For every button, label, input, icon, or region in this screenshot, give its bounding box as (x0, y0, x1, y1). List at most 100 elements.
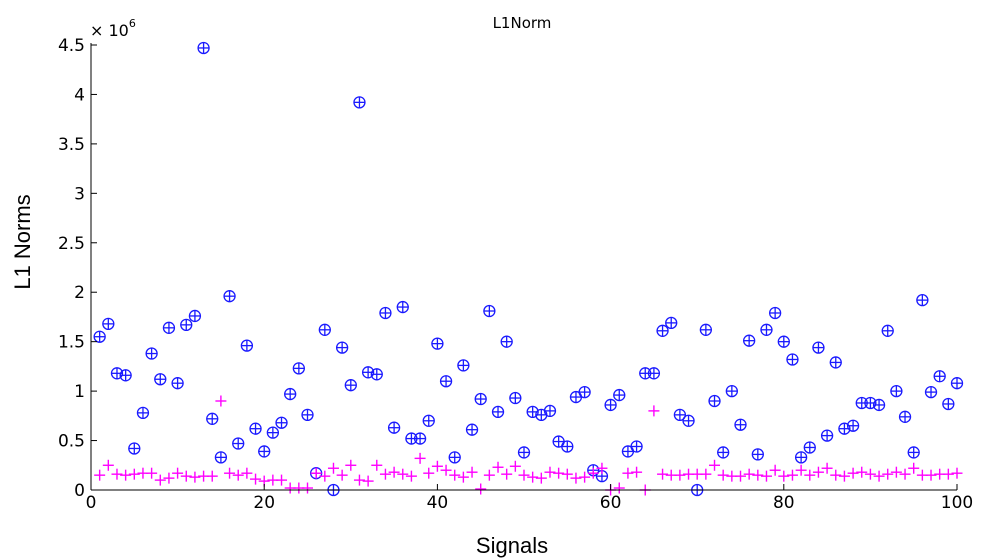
data-point (423, 467, 435, 479)
data-point (111, 468, 123, 480)
data-point (284, 387, 297, 401)
plot-area (93, 41, 964, 497)
data-point (846, 419, 860, 432)
data-point (102, 317, 115, 331)
data-point (94, 469, 106, 481)
data-point (604, 398, 617, 412)
data-point (942, 397, 955, 411)
data-point (657, 468, 669, 480)
data-point (890, 384, 903, 398)
data-point (517, 446, 531, 459)
data-point (760, 323, 773, 336)
data-point (163, 472, 175, 484)
data-point (786, 469, 798, 481)
data-point (587, 467, 599, 479)
data-point (250, 473, 262, 485)
data-point (734, 418, 747, 431)
data-point (829, 356, 842, 369)
data-point (232, 437, 245, 450)
data-point (820, 429, 834, 442)
x-axis: 0 20 40 60 80 100 (86, 484, 973, 513)
data-point (708, 394, 721, 408)
data-point (579, 471, 591, 483)
data-point (769, 464, 781, 476)
data-point (162, 321, 176, 334)
data-point (431, 460, 443, 472)
data-point (336, 469, 348, 481)
data-point (700, 468, 712, 480)
y-tick-label: 4 (74, 85, 85, 105)
data-point (872, 398, 886, 412)
data-point (760, 470, 772, 482)
data-point (509, 460, 521, 472)
data-point (509, 391, 522, 405)
data-point (335, 341, 349, 354)
data-point (803, 441, 816, 454)
data-point (518, 469, 530, 481)
data-point (735, 470, 746, 482)
data-point (933, 370, 946, 383)
data-point (768, 306, 782, 320)
data-point (812, 466, 824, 478)
data-point (448, 451, 461, 464)
data-point (371, 459, 383, 471)
series-1 (94, 395, 963, 496)
data-point (414, 452, 426, 464)
data-point (405, 470, 417, 482)
data-point (465, 423, 479, 436)
data-point (544, 466, 556, 478)
data-point (838, 470, 850, 482)
data-point (180, 470, 192, 482)
data-point (890, 466, 902, 478)
data-point (899, 468, 911, 480)
data-point (847, 467, 859, 479)
data-point (778, 470, 790, 482)
data-point (501, 468, 513, 480)
y-tick-label: 1 (74, 382, 85, 402)
data-point (751, 448, 764, 461)
data-point (215, 395, 227, 407)
data-point (440, 464, 452, 476)
data-point (475, 483, 487, 495)
y-multiplier-exponent: 6 (129, 17, 136, 30)
data-point (795, 464, 807, 476)
data-point (882, 468, 894, 480)
data-point (302, 482, 313, 494)
data-point (673, 408, 687, 421)
data-point (146, 467, 158, 479)
x-axis-title: Signals (476, 533, 548, 558)
data-point (136, 406, 150, 420)
data-point (276, 474, 288, 486)
data-point (171, 377, 184, 390)
chart-title: L1Norm (493, 14, 552, 32)
data-point (431, 337, 444, 350)
data-point (223, 290, 236, 303)
data-point (145, 347, 158, 360)
data-point (154, 373, 167, 386)
data-point (674, 469, 686, 481)
data-point (613, 388, 626, 402)
data-point (665, 316, 678, 330)
x-tick-label: 0 (86, 493, 97, 513)
data-point (457, 359, 470, 372)
data-point (951, 467, 963, 479)
data-point (457, 471, 469, 483)
data-point (725, 384, 738, 398)
data-point (856, 466, 868, 478)
data-point (439, 375, 453, 388)
data-point (830, 469, 842, 481)
data-point (206, 412, 219, 425)
y-tick-label: 3.5 (58, 135, 85, 155)
data-point (258, 445, 271, 458)
data-point (491, 405, 505, 419)
data-point (241, 467, 253, 479)
data-point (898, 410, 912, 423)
data-point (570, 472, 582, 484)
data-point (709, 459, 721, 471)
data-point (864, 468, 876, 480)
data-point (327, 462, 339, 474)
data-point (466, 466, 478, 478)
data-point (908, 462, 920, 474)
data-point (362, 475, 374, 487)
data-point (743, 468, 755, 480)
